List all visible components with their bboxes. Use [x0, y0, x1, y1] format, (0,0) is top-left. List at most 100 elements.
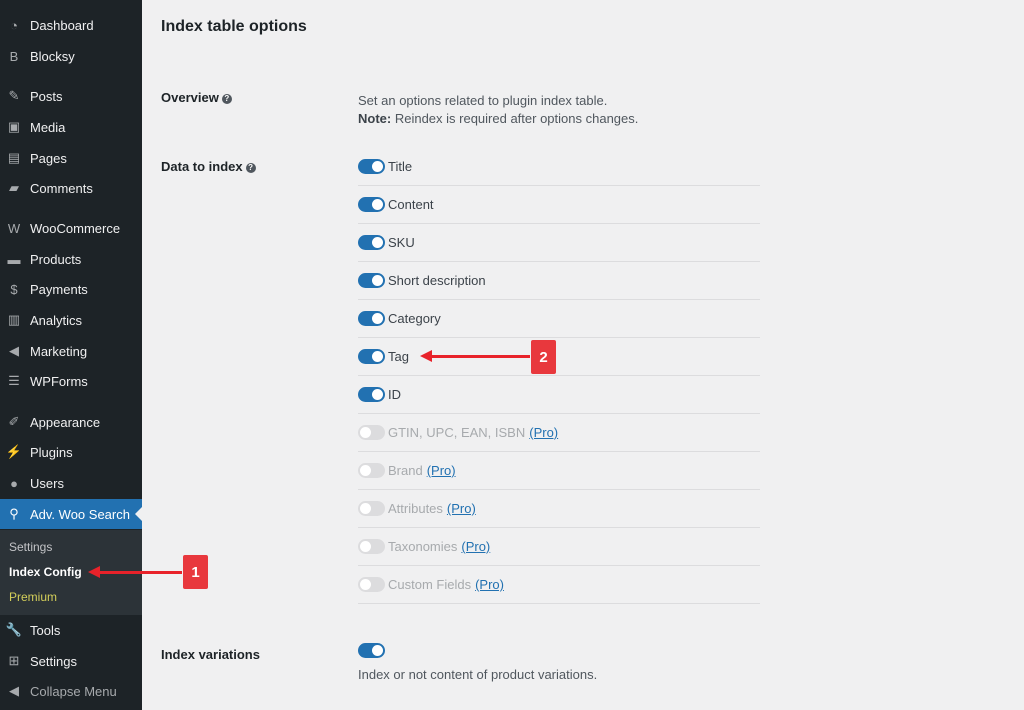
option-label: Short description: [388, 273, 486, 288]
pro-link[interactable]: (Pro): [529, 425, 559, 440]
sidebar-item-label: Appearance: [30, 414, 101, 430]
user-icon: ●: [10, 475, 18, 491]
bar-chart-icon: ▥: [7, 312, 21, 327]
sidebar-item-label: Marketing: [30, 343, 88, 359]
index-variations-desc: Index or not content of product variatio…: [358, 667, 598, 682]
help-icon[interactable]: ?: [221, 94, 232, 104]
toggle-switch[interactable]: [358, 235, 385, 250]
form-icon: ☰: [8, 373, 20, 388]
sidebar-item-products[interactable]: ▬ Products: [0, 244, 142, 274]
option-label: Tag: [388, 349, 409, 364]
sidebar-item-label: Payments: [30, 281, 88, 297]
submenu-item-settings[interactable]: Settings: [9, 540, 53, 554]
help-icon[interactable]: ?: [245, 163, 256, 173]
sidebar-item-blocksy[interactable]: B Blocksy: [0, 41, 142, 71]
annotation-badge-1: 1: [183, 555, 208, 589]
toggle-switch[interactable]: [358, 159, 385, 174]
toggle-switch[interactable]: [358, 349, 385, 364]
brush-icon: ✐: [8, 414, 20, 429]
sidebar-item-users[interactable]: ● Users: [0, 468, 142, 498]
sidebar-item-payments[interactable]: $ Payments: [0, 274, 142, 304]
sidebar-item-plugins[interactable]: ⚡ Plugins: [0, 437, 142, 467]
wrench-icon: 🔧: [5, 622, 23, 637]
data-to-index-label: Data to index?: [161, 159, 256, 174]
toggle-switch[interactable]: [358, 197, 385, 212]
collapse-icon: ◀: [9, 683, 19, 698]
toggle-switch[interactable]: [358, 539, 385, 554]
option-label: GTIN, UPC, EAN, ISBN: [388, 425, 526, 440]
overview-note: Note: Reindex is required after options …: [358, 111, 639, 126]
sidebar-item-label: Analytics: [30, 312, 83, 328]
index-option-row: Taxonomies (Pro): [358, 528, 760, 566]
pro-link[interactable]: (Pro): [446, 501, 476, 516]
annotation-badge-2: 2: [531, 340, 556, 374]
sidebar-item-media[interactable]: ▣ Media: [0, 112, 142, 142]
sidebar-item-label: Tools: [30, 622, 61, 638]
plug-icon: ⚡: [5, 444, 23, 459]
sidebar-item-settings[interactable]: ⊞ Settings: [0, 646, 142, 676]
toggle-switch[interactable]: [358, 273, 385, 288]
sidebar-item-appearance[interactable]: ✐ Appearance: [0, 407, 142, 437]
blocksy-icon: B: [9, 48, 19, 64]
index-option-row: Tag: [358, 338, 760, 376]
media-icon: ▣: [7, 119, 21, 134]
admin-sidebar: Settings Index Config Premium ◔ Dashboard B Bl…: [0, 0, 142, 710]
sidebar-item-label: Plugins: [30, 444, 73, 460]
option-label: Attributes: [388, 501, 443, 516]
pro-link[interactable]: (Pro): [426, 463, 456, 478]
sidebar-item-label: Posts: [30, 88, 63, 104]
sidebar-item-comments[interactable]: ▰ Comments: [0, 173, 142, 203]
submenu-item-index-config[interactable]: Index Config: [9, 565, 82, 579]
sidebar-item-marketing[interactable]: ◀ Marketing: [0, 336, 142, 366]
woocommerce-icon: W: [7, 220, 21, 236]
index-option-row: SKU: [358, 224, 760, 262]
submenu-item-premium[interactable]: Premium: [9, 590, 58, 604]
index-option-row: Short description: [358, 262, 760, 300]
toggle-switch[interactable]: [358, 577, 385, 592]
sidebar-item-analytics[interactable]: ▥ Analytics: [0, 305, 142, 335]
main-content: Index table options Overview? Set an opt…: [142, 0, 1024, 710]
pro-link[interactable]: (Pro): [475, 577, 504, 592]
option-label: Category: [388, 311, 441, 326]
toggle-switch[interactable]: [358, 425, 385, 440]
index-option-row: Custom Fields (Pro): [358, 566, 760, 604]
index-variations-toggle[interactable]: [358, 643, 385, 658]
sidebar-item-label: Blocksy: [30, 48, 75, 64]
sidebar-item-pages[interactable]: ▤ Pages: [0, 143, 142, 173]
sidebar-item-label: Media: [30, 119, 66, 135]
archive-icon: ▬: [7, 251, 21, 267]
index-option-row: Brand (Pro): [358, 452, 760, 490]
pro-link[interactable]: (Pro): [461, 539, 491, 554]
sidebar-item-adv-woo-search[interactable]: ⚲ Adv. Woo Search: [0, 499, 142, 529]
sidebar-item-label: Products: [30, 251, 82, 267]
index-option-row: ID: [358, 376, 760, 414]
sidebar-item-label: WPForms: [30, 373, 88, 389]
toggle-switch[interactable]: [358, 463, 385, 478]
sidebar-item-dashboard[interactable]: ◔ Dashboard: [0, 10, 142, 40]
option-label: Content: [388, 197, 434, 212]
dashboard-icon: ◔: [10, 17, 18, 33]
comment-icon: ▰: [9, 180, 19, 195]
option-label: Brand: [388, 463, 423, 478]
toggle-switch[interactable]: [358, 387, 385, 402]
annotation-arrow-2: [420, 350, 530, 362]
sidebar-item-wpforms[interactable]: ☰ WPForms: [0, 366, 142, 396]
toggle-switch[interactable]: [358, 501, 385, 516]
page-title: Index table options: [161, 18, 307, 35]
sidebar-item-label: Settings: [30, 653, 77, 669]
index-option-row: Attributes (Pro): [358, 490, 760, 528]
sidebar-item-label: Collapse Menu: [30, 683, 117, 699]
index-option-row: GTIN, UPC, EAN, ISBN (Pro): [358, 414, 760, 452]
sidebar-item-label: Users: [30, 475, 64, 491]
index-option-row: Category: [358, 300, 760, 338]
payments-icon: $: [10, 281, 18, 297]
sidebar-item-posts[interactable]: ✎ Posts: [0, 81, 142, 111]
sidebar-item-label: Dashboard: [30, 17, 94, 33]
sidebar-item-collapse-menu[interactable]: ◀ Collapse Menu: [0, 676, 142, 706]
option-label: Taxonomies: [388, 539, 458, 554]
overview-label: Overview?: [161, 90, 232, 105]
sidebar-item-woocommerce[interactable]: W WooCommerce: [0, 213, 142, 243]
toggle-switch[interactable]: [358, 311, 385, 326]
sidebar-item-tools[interactable]: 🔧 Tools: [0, 615, 142, 645]
overview-desc: Set an options related to plugin index t…: [358, 93, 608, 108]
